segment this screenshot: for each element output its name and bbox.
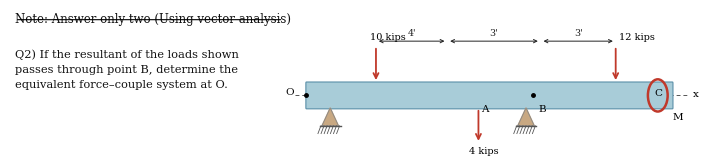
Text: 3': 3' <box>490 29 498 38</box>
Text: Q2) If the resultant of the loads shown
passes through point B, determine the
eq: Q2) If the resultant of the loads shown … <box>14 49 238 90</box>
Polygon shape <box>322 108 338 126</box>
Text: O: O <box>285 88 294 97</box>
Text: A: A <box>482 105 489 114</box>
FancyBboxPatch shape <box>306 82 673 109</box>
Text: 4': 4' <box>408 29 416 38</box>
Text: C: C <box>654 89 662 98</box>
Text: 10 kips: 10 kips <box>371 33 406 42</box>
Text: B: B <box>539 105 546 114</box>
Text: 12 kips: 12 kips <box>619 33 655 42</box>
Text: x: x <box>693 90 698 99</box>
Text: 3': 3' <box>574 29 582 38</box>
Polygon shape <box>518 108 534 126</box>
Text: M: M <box>672 113 683 122</box>
Text: Note: Answer only two (Using vector analysis): Note: Answer only two (Using vector anal… <box>14 13 291 26</box>
Text: 4 kips: 4 kips <box>469 147 499 156</box>
